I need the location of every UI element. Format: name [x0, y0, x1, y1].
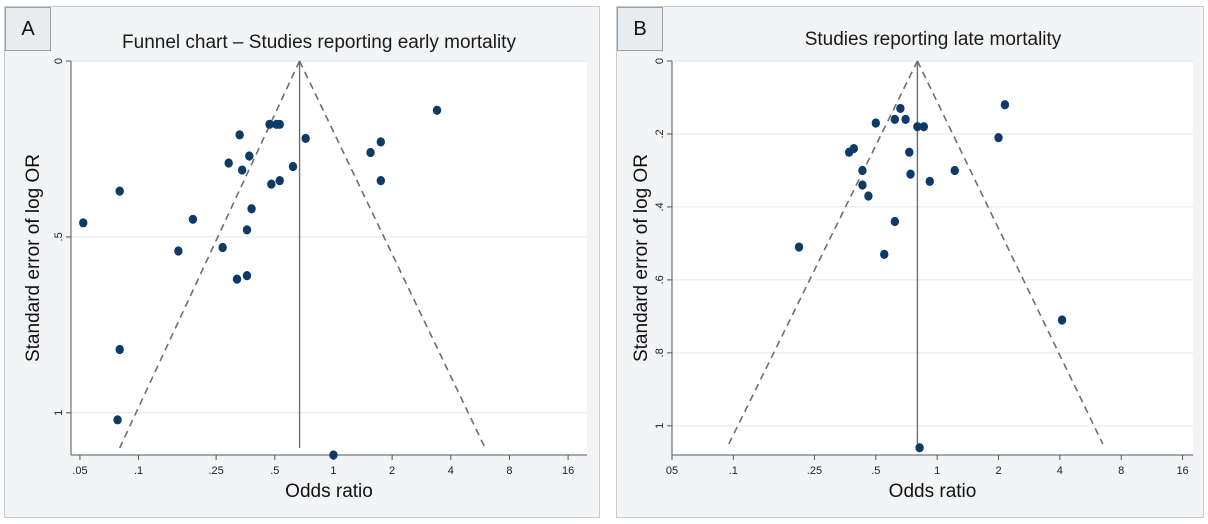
- data-point: [115, 344, 124, 355]
- x-tick-label: .5: [270, 465, 279, 477]
- data-point: [275, 176, 284, 186]
- data-point: [794, 242, 804, 252]
- y-tick-label: .5: [53, 232, 65, 241]
- data-point: [79, 218, 88, 228]
- data-point: [265, 119, 274, 129]
- x-tick-label: 8: [1118, 465, 1124, 477]
- x-axis-title: Odds ratio: [285, 481, 373, 502]
- data-point: [950, 165, 959, 176]
- x-tick-label: 2: [389, 465, 395, 477]
- data-point: [267, 179, 276, 189]
- y-tick-label: .6: [654, 275, 666, 284]
- data-point: [245, 151, 254, 161]
- x-tick-label: 4: [448, 465, 454, 477]
- data-point: [235, 130, 244, 140]
- data-point: [858, 165, 867, 176]
- data-point: [915, 443, 924, 453]
- x-tick-label: 16: [562, 465, 574, 477]
- x-tick-label: 8: [506, 465, 512, 477]
- x-tick-label: .1: [134, 465, 143, 477]
- data-point: [925, 176, 934, 186]
- data-point: [1057, 315, 1067, 325]
- funnel-chart-early-mortality: A .05 .1 .25 .5 1 2 4 8 16 0 .5 1 Funnel chart – Stu…: [4, 6, 600, 518]
- data-point: [188, 214, 198, 224]
- chart-title: Studies reporting late mortality: [805, 29, 1062, 50]
- x-axis-title: Odds ratio: [889, 481, 977, 502]
- data-point: [919, 122, 929, 132]
- data-point: [864, 191, 873, 201]
- panel-label: A: [5, 7, 51, 51]
- data-point: [901, 114, 910, 124]
- x-tick-label: .05: [72, 465, 87, 477]
- data-point: [849, 143, 859, 154]
- y-axis-title: Standard error of log OR: [23, 154, 44, 362]
- data-point: [913, 122, 922, 132]
- data-point: [242, 270, 252, 281]
- data-point: [247, 204, 256, 214]
- x-tick-label: 05: [666, 465, 678, 477]
- y-tick-label: 1: [654, 423, 666, 429]
- funnel-chart-late-mortality: B 05 .1 .25 .5 1 2 4 8 16 0 .2 .4 .6 .8 1 Studies repor…: [616, 6, 1204, 518]
- data-point: [905, 147, 914, 157]
- chart-svg: .05 .1 .25 .5 1 2 4 8 16 0 .5 1 Funnel chart – Studi…: [23, 32, 587, 502]
- data-point: [113, 415, 122, 425]
- data-point: [329, 450, 338, 460]
- y-tick-label: .4: [654, 202, 666, 211]
- data-point: [275, 119, 284, 129]
- data-point: [237, 165, 247, 175]
- x-tick-label: 16: [1176, 465, 1188, 477]
- x-tick-label: .25: [807, 465, 822, 477]
- plot-area: [672, 61, 1193, 455]
- data-point: [174, 246, 183, 256]
- y-tick-label: 0: [654, 58, 666, 64]
- x-tick-label: .5: [871, 465, 880, 477]
- data-point: [218, 242, 227, 253]
- data-point: [880, 249, 889, 259]
- y-tick-label: 1: [53, 410, 65, 416]
- data-point: [224, 158, 233, 168]
- y-tick-label: .8: [654, 348, 666, 357]
- data-point: [906, 169, 915, 179]
- chart-svg: 05 .1 .25 .5 1 2 4 8 16 0 .2 .4 .6 .8 1 Studies reporti…: [631, 29, 1193, 502]
- data-point: [432, 105, 442, 115]
- data-point: [871, 118, 881, 128]
- panel-label: B: [617, 7, 663, 51]
- data-point: [1000, 100, 1010, 110]
- data-point: [896, 103, 905, 114]
- y-tick-label: .2: [654, 129, 666, 138]
- data-point: [858, 180, 867, 190]
- funnel-right-limit: [916, 60, 1104, 445]
- data-point: [242, 225, 252, 235]
- data-point: [890, 216, 900, 227]
- data-point: [376, 176, 386, 186]
- x-tick-label: 1: [934, 465, 940, 477]
- data-point: [115, 186, 124, 196]
- x-tick-label: 4: [1057, 465, 1063, 477]
- data-point: [994, 133, 1003, 143]
- data-point: [376, 137, 386, 147]
- data-point: [890, 114, 900, 124]
- y-axis-title: Standard error of log OR: [631, 154, 652, 362]
- x-tick-label: 1: [330, 465, 336, 477]
- plot-area: [71, 61, 587, 455]
- x-tick-label: 2: [995, 465, 1001, 477]
- data-point: [288, 161, 298, 172]
- x-tick-label: .25: [208, 465, 223, 477]
- data-point: [301, 133, 310, 143]
- data-point: [232, 274, 242, 284]
- x-tick-label: .1: [729, 465, 738, 477]
- chart-title: Funnel chart – Studies reporting early m…: [122, 32, 516, 53]
- data-point: [366, 147, 375, 158]
- y-tick-label: 0: [53, 58, 65, 64]
